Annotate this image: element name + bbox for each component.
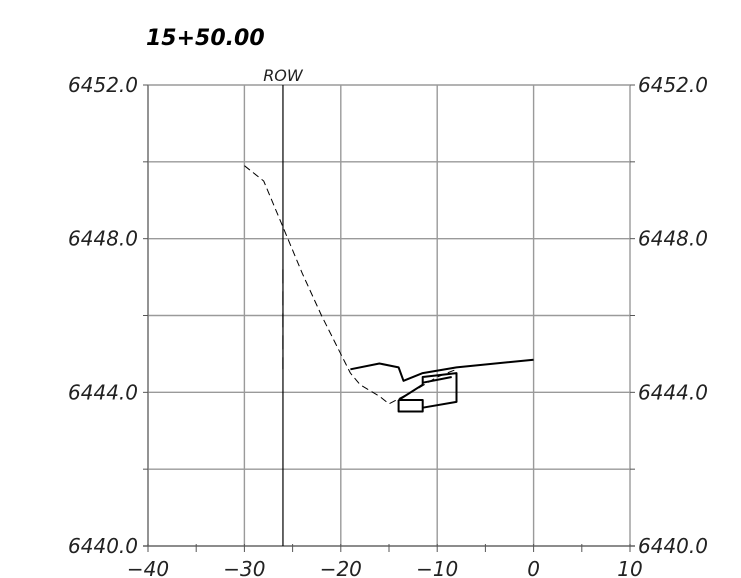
station-title: 15+50.00: [146, 26, 265, 51]
y-tick-label-left: 6440.0: [68, 534, 138, 558]
proposed-section-line: [397, 399, 424, 413]
existing-ground-line: [244, 165, 457, 405]
proposed-section-line: [398, 372, 458, 409]
x-tick-label: 0: [527, 557, 540, 578]
x-tick-label: −40: [127, 557, 169, 578]
y-tick-label-left: 6448.0: [68, 227, 138, 251]
x-tick-label: −20: [320, 557, 362, 578]
row-marker: ROW: [263, 66, 304, 546]
y-tick-label-right: 6444.0: [638, 380, 708, 404]
y-tick-label-left: 6444.0: [68, 380, 138, 404]
x-tick-label: −30: [223, 557, 265, 578]
x-tick-label: −10: [416, 557, 458, 578]
y-tick-label-right: 6452.0: [638, 73, 708, 97]
axis-ticks: [143, 84, 635, 552]
proposed-section-line: [350, 358, 534, 382]
y-tick-label-right: 6448.0: [638, 227, 708, 251]
y-tick-label-right: 6440.0: [638, 534, 708, 558]
y-tick-label-left: 6452.0: [68, 73, 138, 97]
row-label: ROW: [263, 66, 304, 85]
proposed-section-line: [422, 376, 452, 384]
axis-labels: −40 −30 −20 −10 0 10 6452.0 6452.0 6448.0 6448.0 6…: [68, 73, 708, 578]
grid: [143, 84, 635, 547]
profile-lines: [244, 165, 534, 413]
x-tick-label: 10: [617, 557, 642, 578]
